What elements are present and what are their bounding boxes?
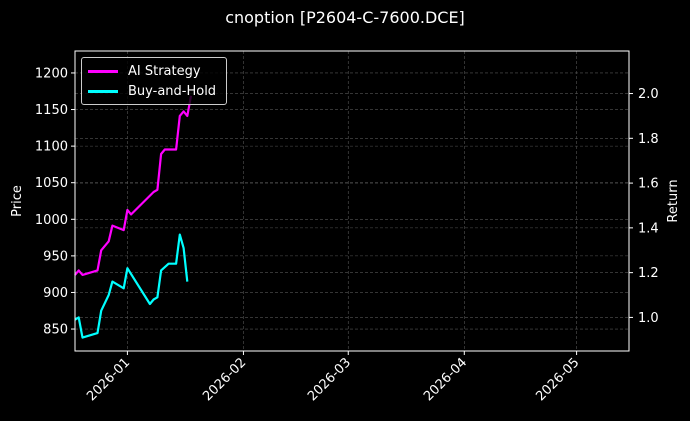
svg-text:2026-02: 2026-02 [200,355,249,404]
svg-text:850: 850 [43,323,68,338]
legend-label: Buy-and-Hold [128,83,217,99]
legend-swatch-ai-strategy [88,69,118,73]
plot-frame [74,50,630,352]
grid [75,51,629,351]
svg-text:1100: 1100 [35,140,68,155]
svg-text:950: 950 [43,249,68,264]
svg-text:1.2: 1.2 [638,266,659,281]
svg-text:1050: 1050 [35,176,68,191]
x-axis: 2026-01 2026-02 2026-03 2026-04 2026-05 [84,351,582,404]
svg-text:1.6: 1.6 [638,177,659,192]
right-axis-label: Return [666,179,681,222]
svg-text:2026-04: 2026-04 [421,355,470,404]
svg-text:2026-01: 2026-01 [84,355,133,404]
series-line-buy-and-hold [74,233,189,339]
legend-swatch-buy-and-hold [88,89,118,93]
chart-title: cnoption [P2604-C-7600.DCE] [225,8,465,27]
left-axis: 850 900 950 1000 1050 1100 1150 1200 [35,66,75,338]
legend-item-ai-strategy: AI Strategy [88,61,201,81]
series-line-ai-strategy [74,95,193,276]
legend-label: AI Strategy [128,63,201,79]
right-axis: 1.0 1.2 1.4 1.6 1.8 2.0 [629,87,659,326]
legend: AI Strategy Buy-and-Hold [81,57,227,105]
svg-text:1200: 1200 [35,66,68,81]
svg-text:1.4: 1.4 [638,221,659,236]
svg-text:2.0: 2.0 [638,87,659,102]
svg-text:2026-03: 2026-03 [305,355,354,404]
legend-item-buy-and-hold: Buy-and-Hold [88,81,216,101]
svg-text:1.0: 1.0 [638,311,659,326]
svg-text:900: 900 [43,286,68,301]
svg-text:2026-05: 2026-05 [533,355,582,404]
svg-text:1150: 1150 [35,103,68,118]
svg-text:1000: 1000 [35,213,68,228]
svg-text:1.8: 1.8 [638,132,659,147]
left-axis-label: Price [10,185,25,217]
